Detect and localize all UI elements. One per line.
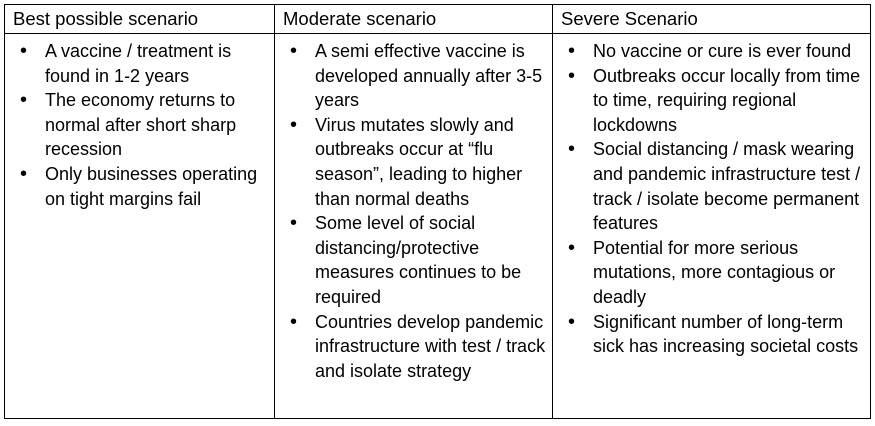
bullet-icon: • — [568, 310, 576, 333]
bullet-item: • Countries develop pandemic infrastructu… — [275, 310, 549, 384]
bullet-icon: • — [568, 40, 576, 62]
scenario-comparison-table: Best possible scenario Moderate scenario… — [4, 4, 871, 419]
bullet-icon: • — [20, 89, 28, 112]
bullet-item: • A semi effective vaccine is developed a… — [275, 39, 549, 113]
bullet-item: • Only businesses operating on tight marg… — [5, 162, 271, 211]
bullet-icon: • — [568, 64, 576, 87]
bullet-icon: • — [568, 138, 576, 161]
bullet-text: Some level of social distancing/protecti… — [315, 213, 522, 307]
body-row: • A vaccine / treatment is found in 1-2 y… — [4, 33, 871, 419]
bullet-text: The economy returns to normal after shor… — [45, 90, 237, 160]
bullet-text: Countries develop pandemic infrastructur… — [315, 311, 546, 381]
bullet-item: • No vaccine or cure is ever found — [553, 39, 867, 64]
bullet-text: Only businesses operating on tight margi… — [45, 163, 258, 209]
bullet-text: Outbreaks occur locally from time to tim… — [593, 65, 861, 135]
header-row: Best possible scenario Moderate scenario… — [4, 4, 871, 34]
bullet-item: • A vaccine / treatment is found in 1-2 y… — [5, 39, 271, 88]
bullet-text: A semi effective vaccine is developed an… — [315, 41, 543, 111]
cell-severe-scenario: • No vaccine or cure is ever found • Outbre… — [552, 33, 871, 419]
bullet-list-severe-scenario: • No vaccine or cure is ever found • Outbre… — [553, 39, 867, 359]
cell-moderate-scenario: • A semi effective vaccine is developed a… — [274, 33, 553, 419]
bullet-item: • Outbreaks occur locally from time to ti… — [553, 64, 867, 138]
bullet-icon: • — [20, 162, 28, 185]
bullet-list-best-scenario: • A vaccine / treatment is found in 1-2 y… — [5, 39, 271, 211]
bullet-item: • Virus mutates slowly and outbreaks occu… — [275, 113, 549, 211]
bullet-item: • The economy returns to normal after sho… — [5, 88, 271, 162]
bullet-item: • Potential for more serious mutations, m… — [553, 236, 867, 310]
bullet-item: • Some level of social distancing/protect… — [275, 211, 549, 309]
bullet-icon: • — [290, 212, 298, 235]
cell-best-scenario: • A vaccine / treatment is found in 1-2 y… — [4, 33, 275, 419]
bullet-icon: • — [290, 113, 298, 136]
column-header-best-scenario: Best possible scenario — [4, 4, 275, 34]
bullet-text: Virus mutates slowly and outbreaks occur… — [315, 114, 523, 209]
column-header-moderate-scenario: Moderate scenario — [274, 4, 553, 34]
bullet-icon: • — [290, 40, 298, 62]
bullet-icon: • — [20, 40, 28, 62]
bullet-icon: • — [568, 236, 576, 259]
bullet-text: Significant number of long-term sick has… — [593, 311, 859, 357]
bullet-list-moderate-scenario: • A semi effective vaccine is developed a… — [275, 39, 549, 383]
bullet-item: • Significant number of long-term sick ha… — [553, 310, 867, 359]
bullet-icon: • — [290, 310, 298, 333]
column-header-severe-scenario: Severe Scenario — [552, 4, 871, 34]
bullet-item: • Social distancing / mask wearing and pa… — [553, 137, 867, 235]
bullet-text: No vaccine or cure is ever found — [593, 41, 852, 61]
bullet-text: Social distancing / mask wearing and pan… — [593, 139, 861, 234]
bullet-text: Potential for more serious mutations, mo… — [593, 237, 836, 307]
bullet-text: A vaccine / treatment is found in 1-2 ye… — [45, 41, 232, 86]
